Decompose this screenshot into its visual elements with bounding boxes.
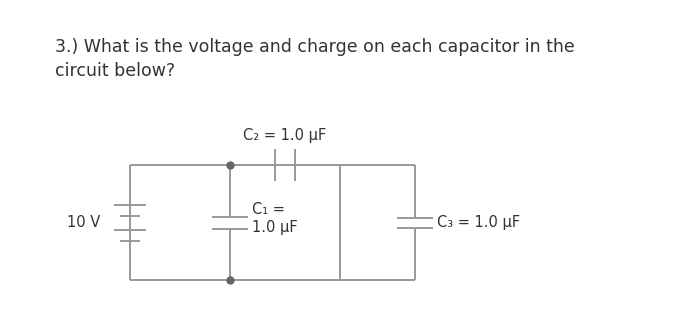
Text: circuit below?: circuit below? — [55, 62, 175, 80]
Text: 3.) What is the voltage and charge on each capacitor in the: 3.) What is the voltage and charge on ea… — [55, 38, 575, 56]
Text: 10 V: 10 V — [66, 215, 100, 230]
Text: C₃ = 1.0 μF: C₃ = 1.0 μF — [437, 215, 520, 230]
Text: C₁ =
1.0 μF: C₁ = 1.0 μF — [252, 202, 298, 235]
Text: C₂ = 1.0 μF: C₂ = 1.0 μF — [244, 128, 327, 143]
